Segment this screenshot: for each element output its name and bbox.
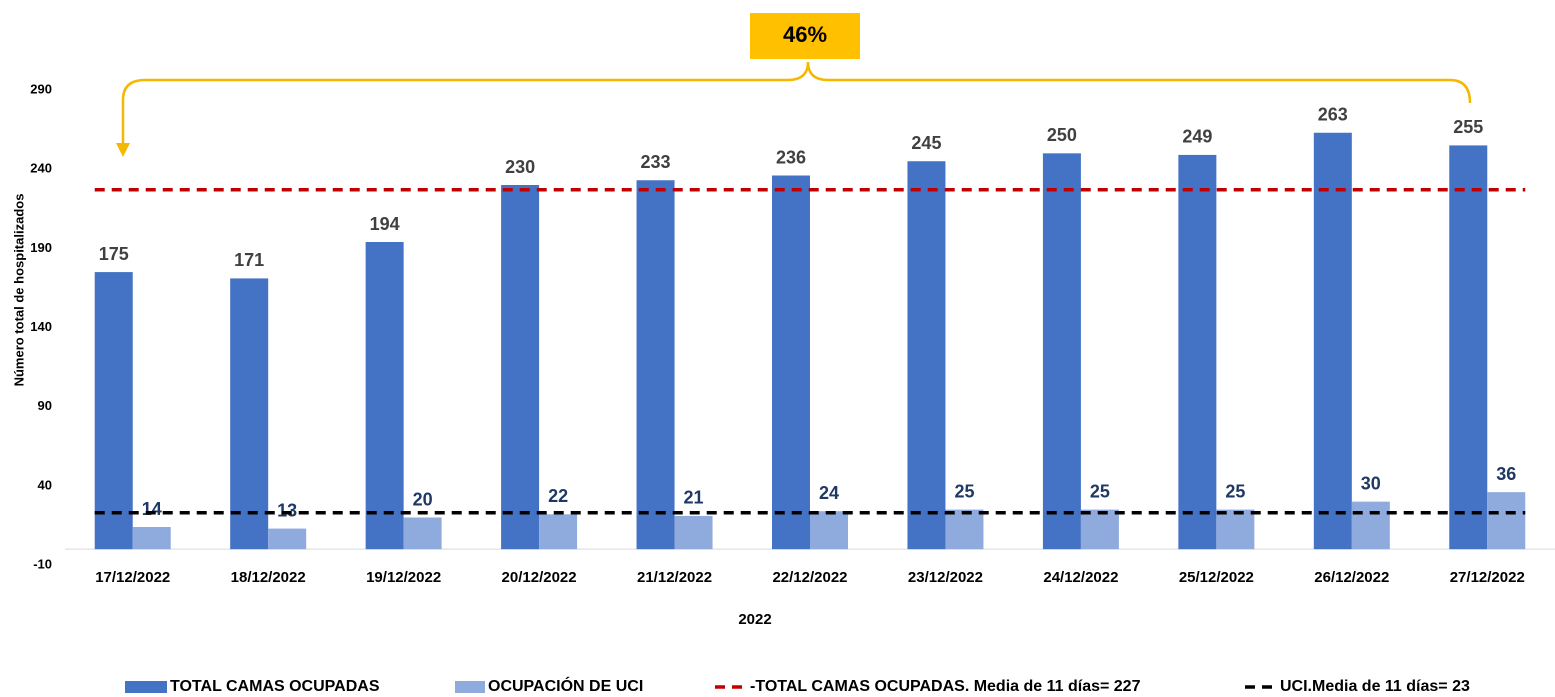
data-label: 21 <box>684 488 704 508</box>
x-tick-label: 18/12/2022 <box>231 569 306 586</box>
data-label: 194 <box>370 214 400 234</box>
y-tick-label: 140 <box>30 319 52 334</box>
data-label: 30 <box>1361 473 1381 493</box>
data-label: 171 <box>234 250 264 270</box>
y-tick-label: -10 <box>33 556 52 571</box>
data-label: 25 <box>954 481 974 501</box>
bar <box>403 517 442 550</box>
data-label: 13 <box>277 500 297 520</box>
x-tick-label: 26/12/2022 <box>1314 569 1389 586</box>
data-label: 236 <box>776 147 806 167</box>
data-label: 24 <box>819 483 839 503</box>
data-label: 250 <box>1047 125 1077 145</box>
bar <box>230 278 269 550</box>
x-tick-label: 20/12/2022 <box>502 569 577 586</box>
bar <box>945 509 984 550</box>
data-label: 22 <box>548 486 568 506</box>
data-label: 20 <box>413 489 433 509</box>
x-tick-label: 27/12/2022 <box>1450 569 1525 586</box>
bar <box>539 514 578 550</box>
bar <box>1313 132 1352 550</box>
data-label: 249 <box>1182 127 1212 147</box>
x-tick-label: 21/12/2022 <box>637 569 712 586</box>
bracket <box>121 61 1472 145</box>
legend-swatch <box>455 681 485 693</box>
bar <box>636 180 675 550</box>
data-label: 233 <box>641 152 671 172</box>
x-tick-label: 23/12/2022 <box>908 569 983 586</box>
y-tick-label: 90 <box>38 398 52 413</box>
data-label: 36 <box>1496 464 1516 484</box>
data-label: 230 <box>505 157 535 177</box>
x-tick-label: 19/12/2022 <box>366 569 441 586</box>
y-tick-label: 190 <box>30 240 52 255</box>
legend-label: OCUPACIÓN DE UCI <box>488 676 643 695</box>
bar <box>1487 492 1526 550</box>
bar <box>907 161 946 550</box>
annotation: 46% <box>783 22 827 47</box>
y-axis-label: Número total de hospitalizados <box>11 194 26 387</box>
y-tick-label: 290 <box>30 81 52 96</box>
bar <box>1080 509 1119 550</box>
x-tick-label: 17/12/2022 <box>95 569 170 586</box>
legend-swatch <box>125 681 167 693</box>
bar <box>810 511 848 550</box>
bar <box>132 527 171 550</box>
data-label: 175 <box>99 244 129 264</box>
legend-label: -TOTAL CAMAS OCUPADAS. Media de 11 días=… <box>750 678 1141 695</box>
bar <box>1449 145 1488 550</box>
bar <box>1042 153 1081 550</box>
bar <box>1178 154 1217 550</box>
arrow-head <box>116 143 130 157</box>
data-label: 263 <box>1318 105 1348 125</box>
x-axis-label: 2022 <box>738 611 771 628</box>
y-tick-label: 240 <box>30 161 52 176</box>
data-label: 14 <box>142 499 162 519</box>
y-tick-label: 40 <box>38 477 52 492</box>
data-label: 25 <box>1225 481 1245 501</box>
bar <box>772 175 810 550</box>
x-tick-label: 24/12/2022 <box>1043 569 1118 586</box>
bar <box>94 272 133 550</box>
bar <box>268 528 307 550</box>
legend-label: TOTAL CAMAS OCUPADAS <box>170 678 380 695</box>
legend-label: UCI.Media de 11 días= 23 <box>1280 678 1470 695</box>
data-label: 25 <box>1090 481 1110 501</box>
bar <box>365 242 404 550</box>
x-tick-label: 22/12/2022 <box>772 569 847 586</box>
bar <box>501 185 540 550</box>
annotation-box <box>750 13 860 59</box>
data-label: 255 <box>1453 117 1483 137</box>
x-tick-label: 25/12/2022 <box>1179 569 1254 586</box>
bar <box>674 515 713 550</box>
data-label: 245 <box>911 133 941 153</box>
bar <box>1216 509 1255 550</box>
bar <box>1351 501 1390 550</box>
